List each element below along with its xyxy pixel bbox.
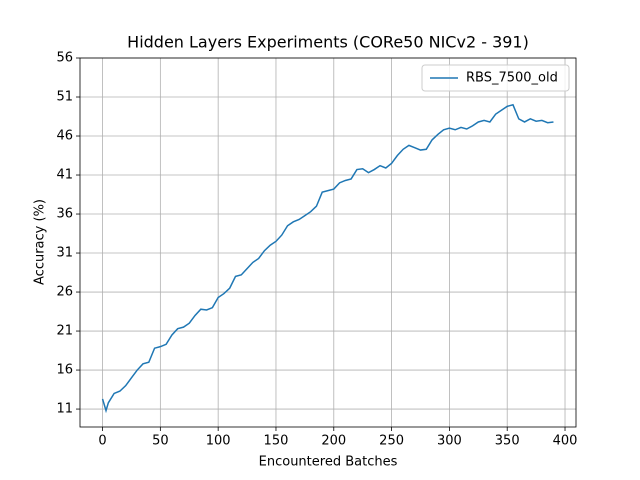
legend-label: RBS_7500_old: [466, 71, 558, 86]
x-tick-label: 100: [206, 434, 231, 449]
y-tick-label: 21: [56, 324, 73, 339]
x-tick-label: 350: [495, 434, 520, 449]
x-tick-label: 150: [264, 434, 289, 449]
y-tick-label: 31: [56, 246, 73, 261]
plot-frame: [79, 57, 577, 428]
data-line: [101, 103, 554, 414]
y-tick-label: 51: [56, 90, 73, 105]
y-tick-label: 26: [56, 285, 73, 300]
x-axis-label: Encountered Batches: [259, 455, 398, 470]
x-tick-label: 400: [553, 434, 578, 449]
x-tick-label: 250: [379, 434, 404, 449]
y-tick-label: 11: [56, 402, 73, 417]
chart-title: Hidden Layers Experiments (CORe50 NICv2 …: [127, 33, 529, 52]
y-tick-label: 41: [56, 168, 73, 183]
y-tick-label: 16: [56, 363, 73, 378]
x-tick-label: 200: [321, 434, 346, 449]
x-tick-label: 0: [98, 434, 106, 449]
y-tick-label: 36: [56, 207, 73, 222]
x-tick-label: 50: [152, 434, 169, 449]
y-tick-label: 56: [56, 51, 73, 66]
legend-box: [421, 64, 570, 92]
x-tick-label: 300: [437, 434, 462, 449]
y-axis-label: Accuracy (%): [33, 199, 48, 285]
y-tick-label: 46: [56, 129, 73, 144]
legend: RBS_7500_old: [421, 64, 570, 92]
